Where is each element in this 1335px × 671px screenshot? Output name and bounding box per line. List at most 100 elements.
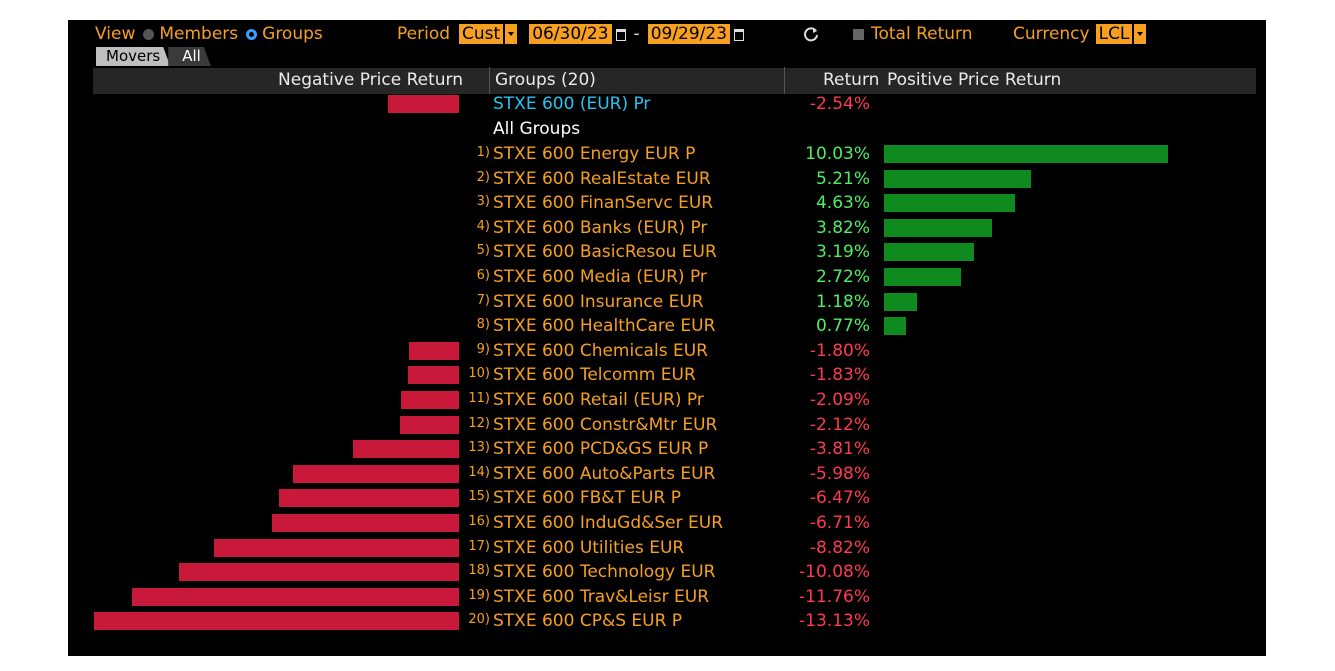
return-value: 4.63% <box>815 193 870 214</box>
row-number: 5) <box>476 243 490 259</box>
group-row[interactable]: 9) STXE 600 Chemicals EUR -1.80% <box>68 339 1266 363</box>
index-return-value: -2.54% <box>809 94 870 114</box>
return-value: 1.18% <box>815 291 870 312</box>
group-row[interactable]: 3) STXE 600 FinanServc EUR 4.63% <box>68 191 1266 215</box>
group-row[interactable]: 17) STXE 600 Utilities EUR -8.82% <box>68 536 1266 560</box>
tab-bar: Movers All <box>96 47 211 66</box>
column-divider <box>489 67 490 94</box>
positive-bar <box>884 145 1168 163</box>
row-number: 18) <box>468 563 490 579</box>
start-date-field[interactable]: 06/30/23 <box>529 24 612 44</box>
group-row[interactable]: 20) STXE 600 CP&S EUR P -13.13% <box>68 609 1266 633</box>
group-row[interactable]: 10) STXE 600 Telcomm EUR -1.83% <box>68 363 1266 387</box>
group-row[interactable]: 7) STXE 600 Insurance EUR 1.18% <box>68 290 1266 314</box>
group-row[interactable]: 16) STXE 600 InduGd&Ser EUR -6.71% <box>68 511 1266 535</box>
row-number: 13) <box>468 440 490 456</box>
row-number: 3) <box>476 194 490 210</box>
row-number: 11) <box>468 391 490 406</box>
dropdown-arrow-icon[interactable] <box>505 24 518 44</box>
group-name: STXE 600 Media (EUR) Pr <box>493 267 707 287</box>
negative-bar <box>213 538 459 557</box>
positive-bar <box>884 243 975 262</box>
positive-bar <box>884 194 1016 213</box>
positive-bar <box>884 268 961 286</box>
row-number: 10) <box>468 366 490 382</box>
negative-bar <box>408 341 459 360</box>
row-number: 16) <box>468 514 490 529</box>
return-value: -6.47% <box>809 488 870 509</box>
calendar-icon[interactable] <box>614 24 626 44</box>
group-row[interactable]: 6) STXE 600 Media (EUR) Pr 2.72% <box>68 265 1266 289</box>
negative-bar <box>93 612 459 631</box>
return-value: -3.81% <box>809 439 870 460</box>
group-row[interactable]: 12) STXE 600 Constr&Mtr EUR -2.12% <box>68 413 1266 437</box>
period-field[interactable]: Cust <box>459 24 504 44</box>
group-name: STXE 600 Retail (EUR) Pr <box>493 390 704 410</box>
refresh-icon[interactable] <box>803 22 819 46</box>
group-name: STXE 600 FinanServc EUR <box>493 193 714 214</box>
groups-option[interactable]: Groups <box>262 24 323 44</box>
group-row[interactable]: 15) STXE 600 FB&T EUR P -6.47% <box>68 486 1266 510</box>
negative-bar <box>388 95 459 113</box>
group-row[interactable]: 8) STXE 600 HealthCare EUR 0.77% <box>68 314 1266 338</box>
currency-field[interactable]: LCL <box>1095 24 1133 44</box>
row-number: 9) <box>476 341 490 357</box>
tab-movers[interactable]: Movers <box>96 47 170 66</box>
group-row[interactable]: 1) STXE 600 Energy EUR P 10.03% <box>68 142 1266 166</box>
return-value: -1.83% <box>809 365 870 386</box>
positive-bar <box>884 169 1032 188</box>
negative-bar <box>400 391 459 409</box>
row-number: 20) <box>468 612 490 628</box>
view-selector: View Members Groups <box>95 22 323 46</box>
period-label: Period <box>397 24 451 44</box>
group-name: STXE 600 Trav&Leisr EUR <box>493 586 710 607</box>
currency-selector: Currency LCL <box>1013 22 1147 46</box>
groups-header[interactable]: Groups (20) <box>495 70 596 90</box>
row-number: 7) <box>476 292 490 308</box>
negative-bar <box>272 514 459 532</box>
total-return-toggle[interactable]: Total Return <box>853 22 973 46</box>
row-number: 6) <box>476 268 490 283</box>
group-row[interactable]: 5) STXE 600 BasicResou EUR 3.19% <box>68 240 1266 264</box>
negative-bar <box>408 366 459 385</box>
group-row[interactable]: 13) STXE 600 PCD&GS EUR P -3.81% <box>68 437 1266 461</box>
checkbox-icon[interactable] <box>853 28 864 40</box>
row-number: 2) <box>476 169 490 185</box>
members-option[interactable]: Members <box>159 24 239 44</box>
return-value: -2.12% <box>809 414 870 435</box>
negative-bar <box>279 489 459 508</box>
positive-header[interactable]: Positive Price Return <box>887 70 1062 90</box>
group-name: STXE 600 HealthCare EUR <box>493 316 716 337</box>
row-number: 15) <box>468 489 490 505</box>
group-row[interactable]: 11) STXE 600 Retail (EUR) Pr -2.09% <box>68 388 1266 412</box>
group-row[interactable]: 14) STXE 600 Auto&Parts EUR -5.98% <box>68 462 1266 486</box>
row-number: 4) <box>476 218 490 234</box>
row-number: 1) <box>476 145 490 160</box>
group-row[interactable]: 19) STXE 600 Trav&Leisr EUR -11.76% <box>68 585 1266 609</box>
negative-bar <box>400 415 459 434</box>
end-date-field[interactable]: 09/29/23 <box>647 24 731 44</box>
total-return-label: Total Return <box>871 24 973 44</box>
group-name: STXE 600 BasicResou EUR <box>493 242 717 263</box>
index-row[interactable]: STXE 600 (EUR) Pr -2.54% <box>68 92 1266 116</box>
calendar-icon[interactable] <box>732 24 745 44</box>
return-value: -5.98% <box>809 463 870 484</box>
date-separator: - <box>633 24 640 44</box>
group-row[interactable]: 4) STXE 600 Banks (EUR) Pr 3.82% <box>68 216 1266 240</box>
negative-bar <box>353 440 459 459</box>
negative-header[interactable]: Negative Price Return <box>278 70 463 90</box>
group-row[interactable]: 2) STXE 600 RealEstate EUR 5.21% <box>68 167 1266 191</box>
return-value: 3.19% <box>815 242 870 263</box>
radio-off-icon[interactable] <box>143 28 155 40</box>
tab-all[interactable]: All <box>168 47 211 66</box>
radio-on-icon[interactable] <box>246 28 258 40</box>
return-header[interactable]: Return <box>823 70 880 90</box>
group-name: STXE 600 FB&T EUR P <box>493 488 681 509</box>
view-label: View <box>95 24 136 44</box>
negative-bar <box>178 563 459 582</box>
group-row[interactable]: 18) STXE 600 Technology EUR -10.08% <box>68 560 1266 584</box>
group-name: STXE 600 CP&S EUR P <box>493 611 683 632</box>
dropdown-arrow-icon[interactable] <box>1134 24 1147 44</box>
return-value: -6.71% <box>809 513 870 533</box>
return-value: -2.09% <box>809 390 870 410</box>
